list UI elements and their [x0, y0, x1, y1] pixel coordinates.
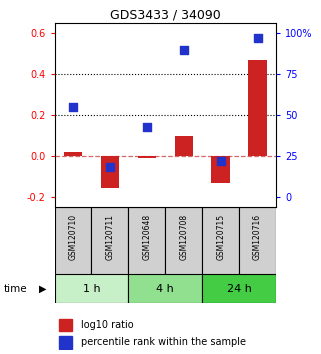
Bar — [239, 207, 276, 274]
Bar — [248, 60, 267, 156]
Bar — [138, 156, 156, 158]
Text: ▶: ▶ — [39, 284, 46, 293]
Bar — [128, 274, 202, 303]
Bar — [55, 274, 128, 303]
Point — [181, 47, 187, 52]
Bar — [212, 156, 230, 183]
Text: time: time — [3, 284, 27, 293]
Text: log10 ratio: log10 ratio — [81, 320, 134, 330]
Bar — [202, 207, 239, 274]
Text: GSM120708: GSM120708 — [179, 214, 188, 260]
Point — [71, 104, 76, 110]
Bar — [175, 136, 193, 156]
Title: GDS3433 / 34090: GDS3433 / 34090 — [110, 9, 221, 22]
Text: GSM120710: GSM120710 — [68, 214, 78, 260]
Bar — [128, 207, 165, 274]
Text: GSM120711: GSM120711 — [105, 214, 115, 260]
Text: 24 h: 24 h — [227, 284, 252, 293]
Bar — [59, 336, 72, 349]
Bar — [55, 207, 91, 274]
Text: GSM120715: GSM120715 — [216, 214, 225, 260]
Bar — [202, 274, 276, 303]
Text: 4 h: 4 h — [156, 284, 174, 293]
Point — [255, 35, 260, 41]
Bar — [59, 319, 72, 331]
Point — [144, 124, 150, 129]
Text: GSM120648: GSM120648 — [142, 214, 152, 260]
Text: percentile rank within the sample: percentile rank within the sample — [81, 337, 246, 347]
Bar — [101, 156, 119, 188]
Point — [218, 158, 223, 164]
Text: 1 h: 1 h — [83, 284, 100, 293]
Bar — [91, 207, 128, 274]
Bar — [64, 152, 82, 156]
Text: GSM120716: GSM120716 — [253, 214, 262, 260]
Point — [107, 165, 113, 170]
Bar — [165, 207, 202, 274]
